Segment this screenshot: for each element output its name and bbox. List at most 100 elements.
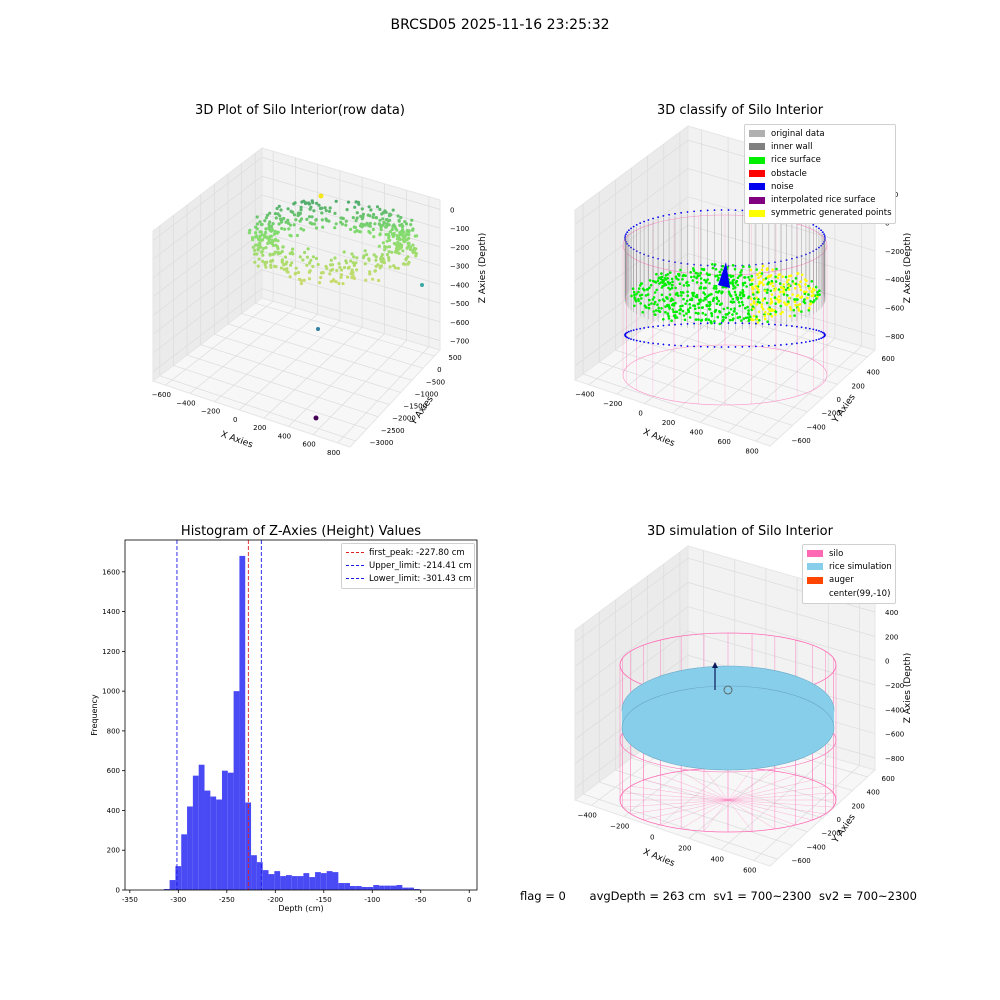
cls-rice-point — [714, 284, 718, 288]
cls-rice-point — [715, 287, 718, 290]
raw-ytick: 0 — [437, 366, 441, 374]
panel-histogram: Histogram of Z-Axies (Height) Values -35… — [0, 500, 500, 920]
cls-rice-point — [658, 299, 661, 302]
cls-rice-point — [765, 301, 769, 305]
raw-point — [387, 214, 391, 218]
cls-noise-point — [713, 322, 716, 324]
raw-point — [276, 230, 280, 234]
cls-rice-point — [789, 274, 793, 278]
cls-ygrid — [582, 373, 778, 440]
cls-noise-point — [668, 213, 670, 216]
raw-point — [285, 269, 289, 273]
raw-point — [324, 209, 328, 213]
raw-point — [368, 270, 372, 274]
cls-noise-point — [657, 325, 659, 327]
cls-rice-point — [648, 279, 652, 282]
classify-legend: original data inner wall rice surface obsta… — [744, 124, 896, 225]
raw-point — [349, 259, 353, 263]
raw-point — [340, 268, 344, 272]
cls-rice-point — [708, 300, 712, 304]
raw-ygrid — [173, 365, 367, 430]
cls-rice-point — [787, 300, 790, 303]
cls-rice-point — [694, 318, 698, 321]
cls-noise-point — [639, 222, 642, 225]
raw-point — [264, 216, 268, 220]
legend-label: obstacle — [771, 168, 807, 179]
raw-point — [261, 246, 265, 251]
sim-silo-floor-spoke — [727, 799, 813, 821]
raw-point — [410, 218, 414, 222]
cls-rice-point — [758, 271, 762, 275]
raw-point — [334, 199, 338, 203]
cls-rice-point — [650, 302, 653, 305]
histogram-bar — [297, 876, 304, 890]
legend-item: auger — [803, 574, 895, 587]
raw-point — [345, 208, 349, 212]
raw-xtick: 400 — [278, 432, 291, 440]
raw-point — [292, 223, 296, 227]
legend-swatch — [807, 590, 823, 597]
cls-rice-point — [656, 303, 659, 307]
legend-label: center(99,-10) — [829, 588, 891, 599]
cls-rice-point — [794, 303, 797, 307]
histogram-bar — [344, 883, 350, 890]
cls-rice-point — [695, 294, 699, 297]
raw-ygrid — [255, 302, 435, 357]
cls-rice-point — [699, 285, 703, 289]
cls-rice-point — [656, 279, 660, 283]
sim-silo-floor-spoke — [622, 792, 729, 801]
cls-rice-point — [724, 316, 728, 319]
raw-point — [261, 238, 265, 242]
legend-swatch — [807, 550, 823, 558]
cls-ytick: −200 — [822, 410, 841, 418]
sim-silo-floor-spoke — [703, 799, 729, 832]
cls-noise-point — [632, 329, 635, 332]
cls-rice-point — [755, 317, 759, 321]
cls-noise-point — [741, 345, 744, 348]
raw-point — [318, 281, 322, 285]
cls-rice-point — [783, 301, 786, 304]
raw-point — [380, 212, 384, 216]
cls-rice-point — [664, 283, 668, 287]
cls-rice-point — [697, 312, 700, 315]
sim-ytick: −400 — [807, 843, 826, 851]
cls-rice-point — [708, 307, 711, 311]
status-footer: flag = 0 avgDepth = 263 cm sv1 = 700~230… — [520, 889, 990, 903]
raw-ztick: −500 — [450, 300, 469, 308]
raw-point — [378, 207, 382, 211]
raw-point — [278, 251, 283, 255]
cls-rice-point — [756, 300, 760, 304]
cls-rice-point — [757, 276, 760, 280]
raw-ytick: −1500 — [403, 403, 427, 411]
raw-point — [411, 227, 415, 231]
cls-rice-point — [766, 267, 769, 270]
cls-noise-point — [748, 345, 751, 348]
cls-rice-point — [671, 308, 675, 311]
avg-depth-readout: avgDepth = 263 cm — [589, 889, 706, 903]
cls-rice-point — [639, 284, 642, 287]
cls-noise-point — [720, 322, 723, 324]
cls-rice-point — [809, 299, 812, 303]
raw-point — [334, 280, 338, 284]
legend-label: Upper_limit: -214.41 cm — [369, 560, 472, 571]
raw-point — [396, 214, 400, 218]
cls-rice-point — [793, 300, 797, 304]
cls-rice-point — [699, 300, 702, 303]
raw-point — [414, 247, 418, 251]
cls-rice-point — [715, 302, 719, 306]
raw-point — [299, 278, 303, 283]
cls-rice-point — [733, 290, 737, 294]
cls-rice-point — [651, 279, 655, 283]
cls-noise-point — [741, 322, 744, 325]
raw-point — [361, 215, 365, 219]
cls-noise-point — [823, 235, 826, 237]
raw-point — [269, 259, 273, 263]
raw-point — [339, 220, 343, 224]
histogram-ytick: 0 — [116, 887, 120, 895]
cls-rice-point — [756, 273, 759, 276]
raw-point — [247, 231, 251, 235]
raw-point — [357, 202, 361, 206]
raw-point — [296, 270, 301, 275]
cls-noise-point — [647, 219, 650, 221]
cls-rice-point — [738, 304, 741, 308]
